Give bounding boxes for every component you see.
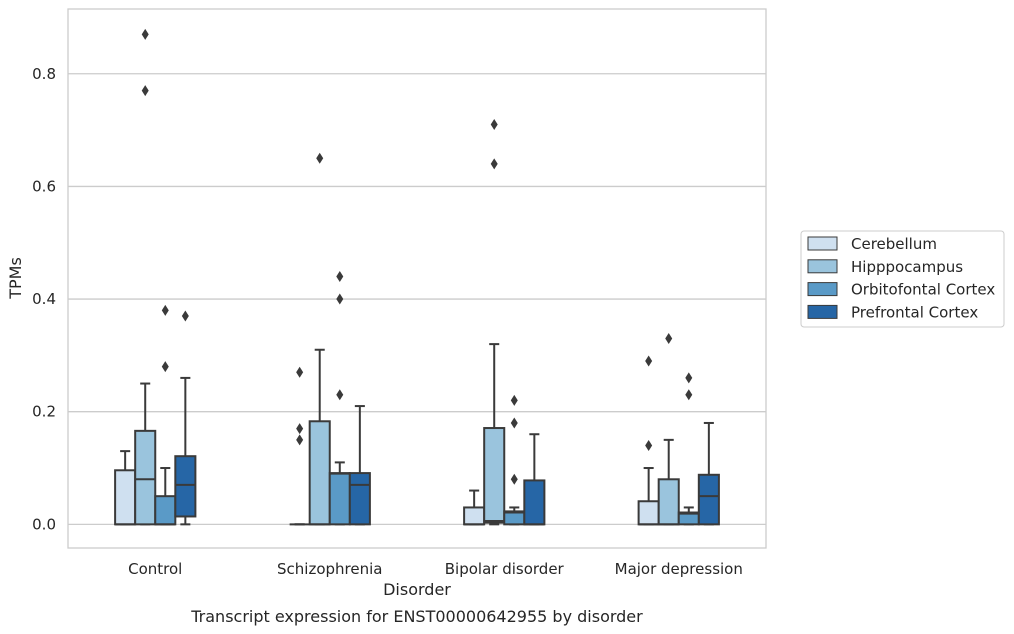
y-axis-label: TPMs (6, 257, 25, 300)
outlier-point (510, 473, 518, 485)
y-tick-labels: 0.0 0.2 0.4 0.6 0.8 (32, 65, 56, 534)
box (154, 304, 177, 526)
plot-frame (67, 8, 767, 549)
outlier-point (336, 389, 344, 401)
box (677, 372, 700, 526)
box-iqr (483, 427, 506, 524)
legend-label: Prefrontal Cortex (851, 303, 978, 321)
outlier-point (161, 361, 169, 373)
box-group (637, 332, 720, 526)
box-iqr (114, 469, 137, 526)
outlier-point (296, 366, 304, 378)
x-tick-label: Bipolar disorder (445, 560, 565, 578)
box (637, 355, 660, 526)
outlier-point (181, 310, 189, 322)
y-tick-label: 0.8 (32, 65, 56, 83)
box-iqr (523, 479, 546, 526)
legend-entry: Cerebellum (807, 235, 937, 253)
outlier-point (296, 423, 304, 435)
x-tick-labels: Control Schizophrenia Bipolar disorder Majo… (128, 560, 743, 578)
box (483, 118, 506, 526)
box (697, 421, 720, 526)
box (289, 366, 310, 526)
legend-label: Orbitofontal Cortex (851, 281, 995, 299)
outlier-point (141, 28, 149, 40)
box-groups (114, 28, 720, 526)
box-group (114, 28, 197, 526)
y-tick-label: 0.2 (32, 403, 56, 421)
outlier-point (490, 118, 498, 130)
y-tick-label: 0.6 (32, 177, 56, 195)
box-iqr (134, 429, 157, 526)
box-group (289, 152, 371, 526)
plot-background (68, 9, 766, 548)
legend-swatch (807, 282, 838, 297)
outlier-point (296, 434, 304, 446)
box (174, 310, 197, 526)
outlier-point (665, 332, 673, 344)
legend-swatch (807, 259, 838, 274)
legend: Cerebellum Hipppocampus Orbitofontal Corte… (800, 230, 1005, 328)
box (657, 332, 680, 526)
box-iqr (657, 478, 680, 526)
legend-entry: Prefrontal Cortex (807, 303, 978, 321)
legend-swatch (807, 236, 838, 251)
legend-entry: Hipppocampus (807, 258, 963, 276)
box-iqr (637, 500, 660, 526)
x-axis-label: Disorder (383, 580, 451, 599)
box (503, 394, 526, 526)
y-tick-label: 0.0 (32, 515, 56, 533)
x-tick-label: Major depression (615, 560, 743, 578)
outlier-point (510, 417, 518, 429)
outlier-point (685, 372, 693, 384)
box-iqr (348, 472, 371, 526)
box-iqr (463, 506, 486, 526)
box-iqr (308, 420, 331, 526)
legend-swatch (807, 304, 838, 319)
box-iqr (697, 473, 720, 526)
outlier-point (685, 389, 693, 401)
box (134, 28, 157, 526)
box-iqr (174, 455, 197, 518)
legend-entry: Orbitofontal Cortex (807, 281, 995, 299)
legend-label: Hipppocampus (851, 258, 963, 276)
outlier-point (141, 85, 149, 97)
box-iqr (154, 495, 177, 526)
outlier-point (645, 355, 653, 367)
legend-frame (800, 230, 1005, 328)
outlier-point (336, 293, 344, 305)
box-iqr (328, 472, 351, 526)
outlier-point (316, 152, 324, 164)
legend-label: Cerebellum (851, 235, 937, 253)
outlier-point (645, 439, 653, 451)
x-tick-label: Control (128, 560, 182, 578)
outlier-point (336, 271, 344, 283)
x-tick-label: Schizophrenia (277, 560, 382, 578)
box (348, 405, 371, 526)
outlier-point (161, 304, 169, 316)
figure-caption: Transcript expression for ENST0000064295… (190, 607, 643, 626)
box-group (463, 118, 546, 526)
y-tick-label: 0.4 (32, 290, 56, 308)
outlier-point (510, 394, 518, 406)
box (523, 433, 546, 526)
outlier-point (490, 158, 498, 170)
